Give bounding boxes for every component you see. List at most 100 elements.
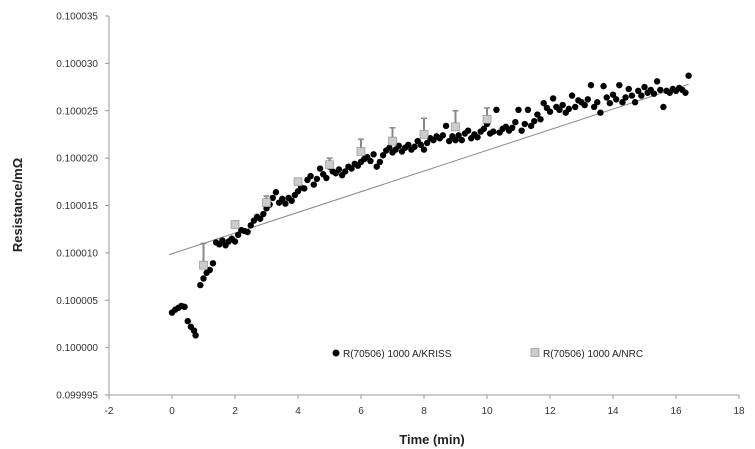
data-point-nrc	[293, 177, 303, 187]
data-point-kriss	[638, 92, 645, 99]
legend: R(70506) 1000 A/KRISS R(70506) 1000 A/NR…	[332, 348, 643, 360]
data-point-kriss	[660, 103, 667, 111]
data-point-kriss	[310, 181, 317, 188]
data-point-kriss	[635, 87, 642, 95]
data-point-kriss	[606, 99, 614, 107]
data-point-kriss	[609, 91, 617, 98]
y-tick-label: 0.100035	[56, 12, 98, 23]
data-point-kriss	[493, 106, 500, 114]
data-point-kriss	[411, 143, 418, 150]
data-point-kriss	[534, 111, 541, 118]
data-point-kriss	[370, 151, 377, 158]
data-point-kriss	[540, 99, 547, 107]
data-point-kriss	[616, 81, 623, 89]
x-tick-label: 16	[670, 406, 682, 417]
data-point-nrc	[388, 136, 397, 146]
legend-item-nrc: R(70506) 1000 A/NRC	[530, 348, 643, 360]
data-point-kriss	[405, 141, 412, 149]
data-point-kriss	[490, 128, 497, 135]
data-point-kriss	[192, 332, 199, 339]
data-point-nrc	[230, 220, 240, 229]
data-point-kriss	[524, 106, 532, 114]
y-tick-label: 0.100030	[56, 59, 98, 70]
data-point-kriss	[269, 194, 276, 202]
data-point-kriss	[572, 103, 579, 111]
legend-label-nrc: R(70506) 1000 A/NRC	[543, 349, 643, 360]
data-point-kriss	[342, 168, 349, 175]
data-point-kriss	[307, 172, 314, 180]
legend-marker-kriss	[332, 349, 340, 357]
x-tick-label: -2	[105, 406, 114, 417]
data-point-kriss	[279, 195, 286, 203]
data-point-kriss	[348, 165, 355, 172]
data-point-kriss	[612, 96, 620, 103]
data-point-kriss	[316, 165, 324, 172]
x-tick-label: 2	[232, 406, 238, 417]
data-point-kriss	[474, 134, 481, 141]
data-point-kriss	[206, 266, 213, 274]
data-point-kriss	[376, 158, 384, 166]
data-point-kriss	[628, 92, 636, 99]
data-point-kriss	[537, 116, 544, 123]
data-point-kriss	[556, 106, 563, 114]
data-point-kriss	[282, 200, 289, 207]
data-point-kriss	[622, 94, 629, 101]
data-point-kriss	[512, 118, 519, 126]
data-point-kriss	[288, 197, 295, 204]
y-tick-label: 0.100010	[56, 248, 98, 259]
data-point-kriss	[231, 238, 239, 245]
data-point-kriss	[521, 120, 528, 128]
data-point-kriss	[420, 146, 428, 153]
data-point-kriss	[200, 275, 207, 282]
data-point-kriss	[581, 101, 588, 109]
data-point-kriss	[301, 185, 308, 192]
data-point-kriss	[685, 72, 692, 79]
y-tick-label: 0.100015	[56, 201, 98, 212]
data-point-kriss	[257, 215, 264, 222]
x-tick-label: 14	[607, 406, 619, 417]
data-point-kriss	[584, 96, 591, 103]
legend-label-kriss: R(70506) 1000 A/KRISS	[343, 349, 452, 360]
data-point-kriss	[313, 175, 321, 183]
data-point-kriss	[631, 99, 639, 106]
data-point-nrc	[199, 260, 208, 270]
data-point-kriss	[323, 174, 330, 182]
x-tick-label: 4	[295, 406, 301, 417]
legend-item-kriss: R(70506) 1000 A/KRISS	[332, 349, 452, 360]
data-point-kriss	[515, 106, 522, 114]
data-point-kriss	[260, 210, 267, 218]
data-point-kriss	[219, 237, 226, 244]
data-point-kriss	[597, 109, 604, 116]
data-point-nrc	[325, 160, 334, 170]
data-point-nrc	[451, 122, 460, 132]
data-point-kriss	[594, 99, 601, 106]
data-point-kriss	[247, 222, 254, 229]
data-point-kriss	[423, 139, 431, 147]
y-tick-label: 0.100005	[56, 296, 98, 307]
data-point-kriss	[650, 90, 658, 97]
data-point-kriss	[458, 136, 465, 144]
data-point-kriss	[417, 141, 425, 149]
data-point-kriss	[480, 125, 488, 132]
data-point-kriss	[395, 142, 402, 150]
data-point-kriss	[619, 99, 626, 106]
x-tick-label: 6	[358, 406, 364, 417]
data-point-kriss	[373, 163, 380, 170]
y-tick-label: 0.100000	[56, 343, 98, 354]
y-axis-title: Resistance/mΩ	[10, 158, 25, 252]
y-tick-label: 0.099995	[56, 391, 98, 402]
data-point-kriss	[272, 189, 280, 196]
data-point-kriss	[335, 166, 343, 173]
data-point-kriss	[184, 317, 191, 325]
x-axis-ticks: -2 0 2 4 6 8 10 12 14 16 18	[105, 395, 745, 417]
data-point-kriss	[197, 281, 204, 289]
data-point-kriss	[442, 122, 450, 130]
data-point-kriss	[386, 144, 393, 151]
data-point-kriss	[590, 103, 598, 111]
y-tick-label: 0.100020	[56, 154, 98, 165]
data-point-kriss	[244, 228, 251, 236]
data-point-nrc	[419, 130, 429, 139]
data-point-kriss	[603, 94, 610, 101]
series-nrc	[199, 107, 492, 270]
data-point-kriss	[455, 132, 462, 139]
